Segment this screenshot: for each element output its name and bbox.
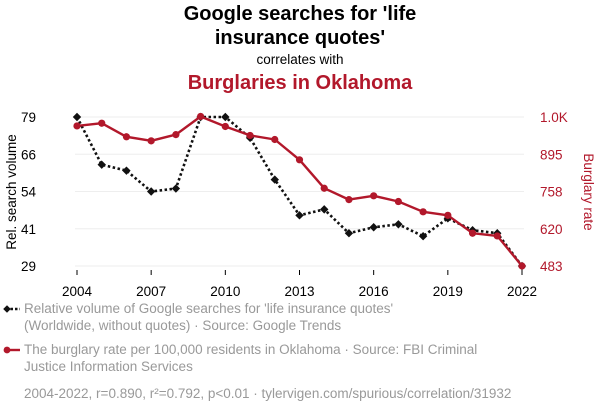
burglary-rate-point — [271, 135, 279, 144]
search-volume-point — [418, 232, 428, 241]
burglary-rate-point — [468, 229, 477, 237]
right-tick-label: 895 — [540, 147, 563, 162]
legend-text: The burglary rate per 100,000 residents … — [24, 342, 477, 357]
search-volume-point — [72, 112, 82, 122]
burglary-rate-point — [320, 184, 328, 192]
burglary-rate-point — [518, 262, 526, 270]
search-volume-point — [369, 223, 378, 232]
legend-diamond-marker — [3, 305, 11, 313]
burglary-rate-point — [197, 112, 205, 121]
search-volume-point — [320, 205, 329, 214]
burglary-rate-point — [98, 119, 106, 127]
x-tick-label: 2004 — [62, 284, 93, 299]
search-volume-point — [97, 160, 106, 169]
x-tick-label: 2022 — [507, 284, 537, 299]
x-tick-label: 2007 — [136, 284, 166, 299]
search-volume-point — [146, 187, 156, 196]
search-volume-point — [344, 229, 354, 238]
search-volume-point — [122, 166, 131, 175]
search-volume-point — [171, 184, 181, 193]
right-tick-label: 483 — [540, 259, 563, 274]
right-axis-label: Burglary rate — [581, 153, 596, 230]
burglary-rate-point — [172, 131, 180, 139]
chart-title-line-2: insurance quotes' — [215, 27, 385, 49]
chart-footer: 2004-2022, r=0.890, r²=0.792, p<0.01 · t… — [24, 386, 511, 401]
burglary-rate-point — [246, 131, 254, 140]
burglary-rate-point — [444, 211, 452, 219]
right-tick-label: 620 — [540, 222, 563, 237]
burglary-rate-point — [73, 122, 81, 130]
x-tick-label: 2016 — [359, 284, 389, 299]
title-group: Google searches for 'life insurance quot… — [184, 3, 417, 94]
right-tick-label: 1.0K — [540, 110, 568, 125]
right-tick-label: 758 — [540, 185, 563, 200]
search-volume-point — [295, 211, 304, 220]
legend-text: Justice Information Services — [24, 359, 193, 374]
burglary-rate-point — [295, 156, 304, 164]
burglary-rate-point — [122, 133, 131, 141]
chart-subtitle: Burglaries in Oklahoma — [188, 72, 413, 94]
x-tick-label: 2010 — [210, 284, 240, 299]
legend-text: (Worldwide, without quotes) · Source: Go… — [24, 318, 341, 333]
chart-title-line-1: Google searches for 'life — [184, 3, 417, 25]
search-volume-point — [394, 220, 403, 229]
left-tick-label: 41 — [21, 222, 36, 237]
x-tick-label: 2019 — [433, 284, 463, 299]
burglary-rate-point — [147, 137, 155, 145]
burglary-rate-point — [419, 208, 427, 216]
left-tick-label: 54 — [21, 185, 37, 200]
left-axis-label: Rel. search volume — [4, 134, 19, 250]
burglary-rate-point — [493, 232, 501, 240]
burglary-rate-point — [221, 122, 229, 131]
legend-circle-marker — [3, 346, 11, 354]
axes: Rel. search volume Burglary rate 29 483 41… — [4, 110, 596, 299]
x-tick-label: 2013 — [284, 284, 314, 299]
series-group — [72, 112, 527, 271]
burglary-rate-point — [345, 196, 353, 204]
legend: Relative volume of Google searches for '… — [3, 301, 477, 374]
left-tick-label: 79 — [21, 110, 36, 125]
left-tick-label: 29 — [21, 259, 36, 274]
search-volume-point — [221, 112, 230, 122]
chart-connector: correlates with — [256, 52, 343, 67]
legend-text: Relative volume of Google searches for '… — [24, 301, 393, 316]
burglary-rate-point — [394, 197, 402, 206]
left-tick-label: 66 — [21, 147, 36, 162]
search-volume-point — [270, 175, 279, 184]
burglary-rate-point — [370, 192, 378, 200]
